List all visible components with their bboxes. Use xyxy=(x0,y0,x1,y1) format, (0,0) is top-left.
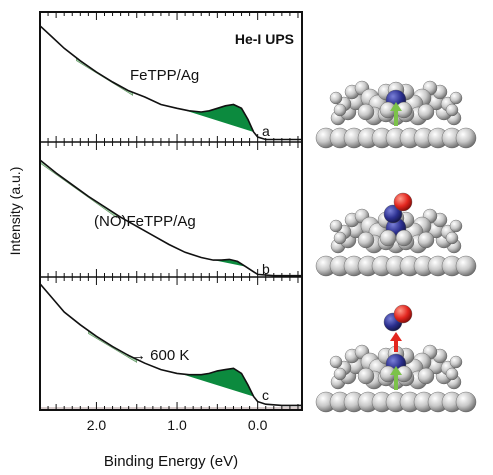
x-tick-labels: 2.0 1.0 0.0 xyxy=(87,417,268,433)
atom-sphere xyxy=(333,367,347,381)
atom-sphere xyxy=(333,231,347,245)
atom-sphere xyxy=(455,127,477,149)
dark-fill-c xyxy=(181,368,254,397)
panel-a-letter: a xyxy=(262,123,270,139)
atom-sphere xyxy=(449,91,463,105)
atom-sphere xyxy=(445,103,459,117)
spectrum-line-b xyxy=(40,159,302,277)
atom-sphere xyxy=(383,204,403,224)
plot-area xyxy=(39,11,303,411)
panel-c-annotation: → 600 K xyxy=(131,347,189,364)
x-tick-label: 0.0 xyxy=(248,417,268,433)
atom-sphere xyxy=(393,304,413,324)
atom-sphere xyxy=(357,103,375,121)
arrow-head xyxy=(390,332,402,341)
panel-c-letter: c xyxy=(262,387,269,403)
plot-frame xyxy=(39,11,303,411)
atom-sphere xyxy=(417,231,435,249)
atom-sphere xyxy=(357,231,375,249)
atom-sphere xyxy=(357,367,375,385)
x-axis-label: Binding Energy (eV) xyxy=(104,453,238,470)
y-axis-label: Intensity (a.u.) xyxy=(7,167,23,256)
atom-sphere xyxy=(449,219,463,233)
atom-sphere xyxy=(445,231,459,245)
atom-sphere xyxy=(333,103,347,117)
atom-sphere xyxy=(395,229,413,247)
atom-sphere xyxy=(449,355,463,369)
spectrum-line-c xyxy=(40,283,302,407)
arrow-head xyxy=(390,366,402,375)
panel-b-letter: b xyxy=(262,261,270,277)
panel-a-annotation: FeTPP/Ag xyxy=(130,67,199,84)
atom-sphere xyxy=(329,355,343,369)
x-tick-label: 2.0 xyxy=(87,417,107,433)
molecule-model-c xyxy=(315,304,477,413)
panel-b-annotation: (NO)FeTPP/Ag xyxy=(94,213,196,230)
atom-sphere xyxy=(393,192,413,212)
atom-sphere xyxy=(329,219,343,233)
atom-sphere xyxy=(455,255,477,277)
dark-fill-a xyxy=(181,104,254,132)
molecule-model-a xyxy=(315,80,477,149)
spectrum-line-a xyxy=(40,25,302,141)
atom-sphere xyxy=(417,103,435,121)
dark-fill-b xyxy=(209,259,246,267)
atom-sphere xyxy=(417,367,435,385)
atom-sphere xyxy=(379,229,397,247)
atom-sphere xyxy=(455,391,477,413)
atom-sphere xyxy=(329,91,343,105)
chart-title: He-I UPS xyxy=(235,31,294,47)
x-tick-label: 1.0 xyxy=(167,417,187,433)
spectrum-panel-c xyxy=(40,283,302,409)
molecule-model-b xyxy=(315,192,477,277)
arrow-head xyxy=(390,102,402,111)
atom-sphere xyxy=(445,367,459,381)
x-axis-ticks xyxy=(47,12,299,410)
